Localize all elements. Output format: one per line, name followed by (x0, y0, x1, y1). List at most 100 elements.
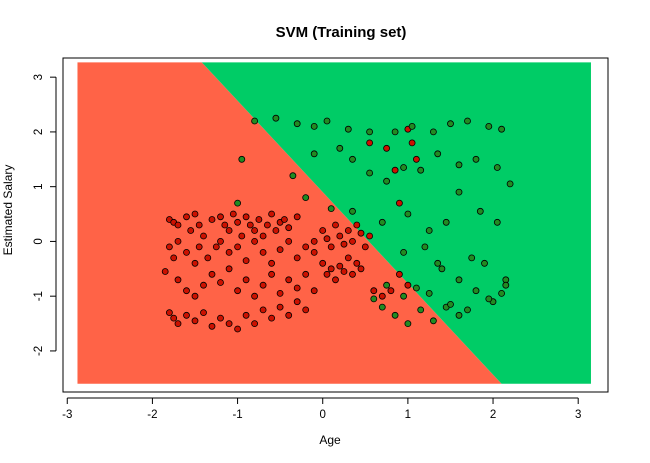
data-point-class-0 (336, 262, 344, 270)
data-point-class-0 (357, 265, 365, 273)
data-point-class-1 (327, 205, 335, 213)
data-point-class-0 (225, 248, 233, 256)
data-point-class-0 (276, 246, 284, 254)
data-point-class-1 (391, 128, 399, 136)
x-tick-label: 3 (575, 409, 581, 421)
data-point-class-0 (242, 276, 250, 284)
data-point-class-1 (506, 180, 514, 188)
data-point-class-0 (225, 227, 233, 234)
data-point-class-0 (302, 243, 310, 251)
y-tick-label: 3 (33, 74, 45, 80)
data-point-class-0 (276, 303, 284, 311)
data-point-class-0 (212, 243, 220, 251)
data-point-class-0 (251, 237, 259, 245)
data-point-class-0 (225, 265, 233, 273)
data-point-class-0 (383, 144, 391, 152)
data-point-class-0 (268, 314, 276, 322)
data-point-class-0 (285, 224, 293, 232)
data-point-class-0 (217, 279, 224, 286)
data-point-class-1 (289, 172, 297, 180)
data-point-class-1 (421, 243, 429, 251)
data-point-class-0 (353, 221, 361, 229)
y-tick-label: 1 (33, 183, 45, 189)
data-point-class-0 (366, 139, 374, 147)
y-tick-label: -1 (33, 291, 45, 301)
data-point-class-1 (272, 114, 280, 122)
data-point-class-1 (472, 287, 480, 295)
data-point-class-0 (195, 221, 203, 229)
data-point-class-1 (455, 188, 463, 196)
data-point-class-0 (251, 292, 259, 300)
data-point-class-0 (344, 254, 352, 262)
data-point-class-1 (310, 150, 318, 158)
data-point-class-0 (378, 292, 386, 300)
data-point-class-1 (472, 155, 480, 163)
data-point-class-1 (417, 166, 425, 174)
data-point-class-1 (498, 125, 506, 133)
data-point-class-0 (263, 221, 271, 229)
y-axis-label: Estimated Salary (1, 165, 15, 256)
data-point-class-0 (259, 232, 267, 240)
data-point-class-0 (285, 237, 293, 245)
data-point-class-0 (340, 268, 348, 275)
data-point-class-0 (293, 213, 301, 221)
data-point-class-1 (404, 320, 412, 328)
data-point-class-1 (400, 292, 408, 300)
data-point-class-0 (327, 243, 335, 251)
data-point-class-1 (417, 306, 425, 314)
data-point-class-0 (272, 227, 280, 234)
data-point-class-1 (425, 227, 433, 234)
data-point-class-1 (234, 199, 242, 207)
data-point-class-1 (485, 123, 493, 130)
data-point-class-1 (383, 281, 391, 289)
data-point-class-0 (229, 210, 237, 218)
data-point-class-0 (217, 314, 224, 322)
data-point-class-0 (251, 320, 259, 328)
data-point-class-1 (502, 281, 510, 289)
data-point-class-0 (183, 248, 190, 256)
x-tick-label: -1 (232, 409, 242, 421)
region-class-0 (77, 62, 502, 384)
data-point-class-0 (323, 270, 331, 278)
x-axis-label: Age (319, 433, 341, 447)
data-point-class-0 (251, 227, 259, 234)
data-point-class-1 (383, 177, 391, 185)
data-point-class-1 (400, 248, 408, 256)
data-point-class-0 (183, 287, 190, 295)
data-point-class-0 (170, 314, 178, 322)
x-tick-label: 1 (405, 409, 411, 421)
data-point-class-1 (493, 164, 501, 171)
data-point-class-0 (293, 284, 301, 292)
data-point-class-1 (400, 164, 408, 171)
data-point-class-0 (234, 287, 242, 295)
data-point-class-1 (498, 289, 506, 297)
data-point-class-1 (455, 161, 463, 169)
data-point-class-0 (336, 232, 344, 240)
data-point-class-0 (170, 254, 178, 262)
data-point-class-0 (268, 270, 276, 278)
data-point-class-0 (195, 243, 203, 251)
data-point-class-0 (234, 243, 242, 251)
data-point-class-0 (242, 257, 250, 265)
data-point-class-0 (302, 306, 310, 314)
data-point-class-0 (310, 237, 318, 245)
x-tick-label: -3 (62, 409, 72, 421)
data-point-class-1 (391, 311, 399, 319)
x-axis: -3 -2 -1 0 1 2 3 (62, 397, 581, 421)
data-point-class-1 (464, 117, 471, 125)
data-point-class-1 (370, 295, 378, 303)
data-point-class-0 (242, 213, 250, 221)
data-point-class-1 (412, 284, 420, 292)
data-point-class-0 (225, 320, 233, 328)
data-point-class-0 (183, 213, 190, 221)
data-point-class-0 (259, 306, 267, 314)
data-point-class-1 (464, 306, 471, 314)
data-point-class-1 (493, 218, 501, 226)
data-point-class-0 (208, 216, 216, 223)
data-point-class-1 (323, 117, 331, 125)
data-point-class-0 (259, 248, 267, 256)
data-point-class-1 (251, 117, 259, 125)
x-tick-label: 2 (490, 409, 496, 421)
data-point-class-1 (302, 194, 310, 202)
